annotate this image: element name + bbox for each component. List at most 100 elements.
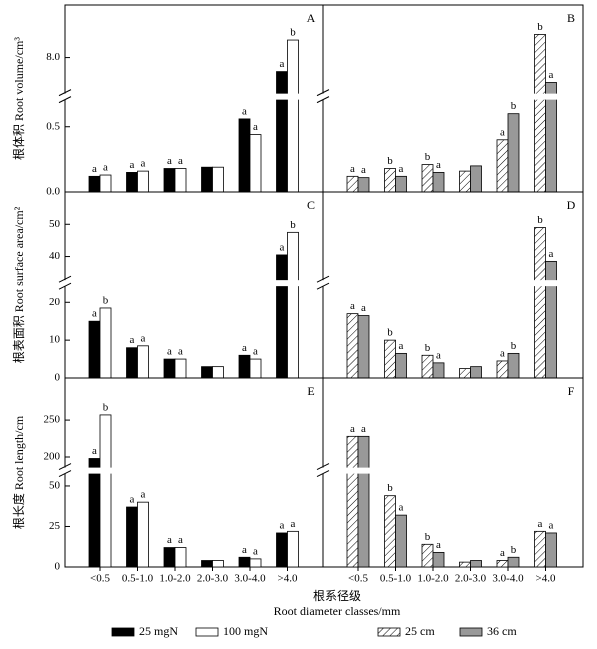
bar <box>496 560 509 568</box>
bar <box>99 414 112 568</box>
significance-letter: a <box>436 349 441 361</box>
significance-letter: b <box>387 155 393 167</box>
bar <box>88 175 101 193</box>
x-tick-label: <0.5 <box>90 573 110 585</box>
axis-break <box>62 280 322 287</box>
break-mark <box>316 89 330 97</box>
significance-letter: a <box>167 534 172 546</box>
significance-letter: a <box>350 300 355 312</box>
bar <box>346 435 359 568</box>
bar <box>249 558 262 568</box>
bar <box>126 347 138 379</box>
panel-title: C <box>307 198 315 212</box>
significance-letter: a <box>103 162 108 174</box>
significance-letter: a <box>141 489 146 501</box>
bar <box>201 366 213 379</box>
significance-letter: a <box>291 518 296 530</box>
significance-letter: a <box>130 334 135 346</box>
significance-letter: b <box>425 342 431 354</box>
legend-swatch <box>111 627 135 637</box>
break-mark <box>58 282 72 290</box>
bar <box>238 118 251 193</box>
x-tick-label: 3.0-4.0 <box>234 573 266 585</box>
y-tick-label: 20 <box>49 296 61 308</box>
break-mark <box>58 96 72 104</box>
bar <box>534 227 546 379</box>
significance-letter: a <box>242 544 247 556</box>
bar <box>459 170 471 193</box>
significance-letter: a <box>130 494 135 506</box>
significance-letter: b <box>290 27 296 39</box>
break-mark <box>316 275 330 283</box>
significance-letter: a <box>92 163 97 175</box>
significance-letter: b <box>425 531 431 543</box>
significance-letter: a <box>167 155 172 167</box>
bar <box>432 362 445 379</box>
bar <box>276 71 288 193</box>
bar <box>137 501 149 568</box>
break-mark <box>58 275 72 283</box>
bar <box>174 358 187 379</box>
break-mark <box>58 470 72 478</box>
significance-letter: a <box>500 347 505 359</box>
significance-letter: a <box>280 58 285 70</box>
bar <box>212 366 224 379</box>
y-tick-label: 40 <box>49 250 61 262</box>
legend-swatch <box>195 627 219 637</box>
significance-letter: a <box>500 126 505 138</box>
significance-letter: a <box>399 163 404 175</box>
significance-letter: b <box>103 401 109 413</box>
significance-letter: a <box>350 163 355 175</box>
bar <box>384 339 396 379</box>
bar <box>238 354 251 379</box>
significance-letter: a <box>350 423 355 435</box>
significance-letter: a <box>399 340 404 352</box>
bar <box>287 231 299 379</box>
bar <box>534 530 546 568</box>
bar <box>357 435 370 568</box>
significance-letter: a <box>253 121 258 133</box>
x-tick-label: 0.5-1.0 <box>380 573 412 585</box>
bar <box>137 170 149 193</box>
bar <box>88 320 101 379</box>
bar <box>496 139 509 193</box>
bar <box>470 165 482 193</box>
bar <box>459 561 471 568</box>
y-axis-label: 根表面积 Root surface area/cm² <box>12 206 26 363</box>
bar <box>357 315 370 379</box>
legend-label: 25 cm <box>405 624 435 638</box>
bar <box>421 354 434 379</box>
y-tick-label: 0.0 <box>46 186 60 198</box>
bar <box>201 560 213 568</box>
bar <box>395 352 407 379</box>
legend-swatch <box>459 627 483 637</box>
significance-letter: a <box>130 159 135 171</box>
axis-break <box>62 467 322 474</box>
bar <box>276 532 288 568</box>
significance-letter: a <box>167 346 172 358</box>
bar <box>276 254 288 379</box>
bar <box>201 166 213 193</box>
significance-letter: a <box>280 241 285 253</box>
significance-letter: b <box>511 544 517 556</box>
legend-swatch <box>377 627 401 637</box>
significance-letter: a <box>549 69 554 81</box>
y-tick-label: 10 <box>49 334 61 346</box>
significance-letter: a <box>280 519 285 531</box>
significance-letter: a <box>361 164 366 176</box>
significance-letter: a <box>361 423 366 435</box>
y-tick-label: 250 <box>44 414 61 426</box>
bar <box>470 560 482 568</box>
x-tick-label: 1.0-2.0 <box>159 573 191 585</box>
axis-break <box>320 467 582 474</box>
y-tick-label: 25 <box>49 520 61 532</box>
x-tick-label: 0.5-1.0 <box>122 573 154 585</box>
significance-letter: b <box>290 219 296 231</box>
bar <box>174 547 187 568</box>
significance-letter: b <box>537 214 543 226</box>
bar <box>287 39 299 193</box>
significance-letter: a <box>436 539 441 551</box>
bar <box>432 172 445 193</box>
y-tick-label: 0.5 <box>46 120 60 132</box>
break-mark <box>316 96 330 104</box>
